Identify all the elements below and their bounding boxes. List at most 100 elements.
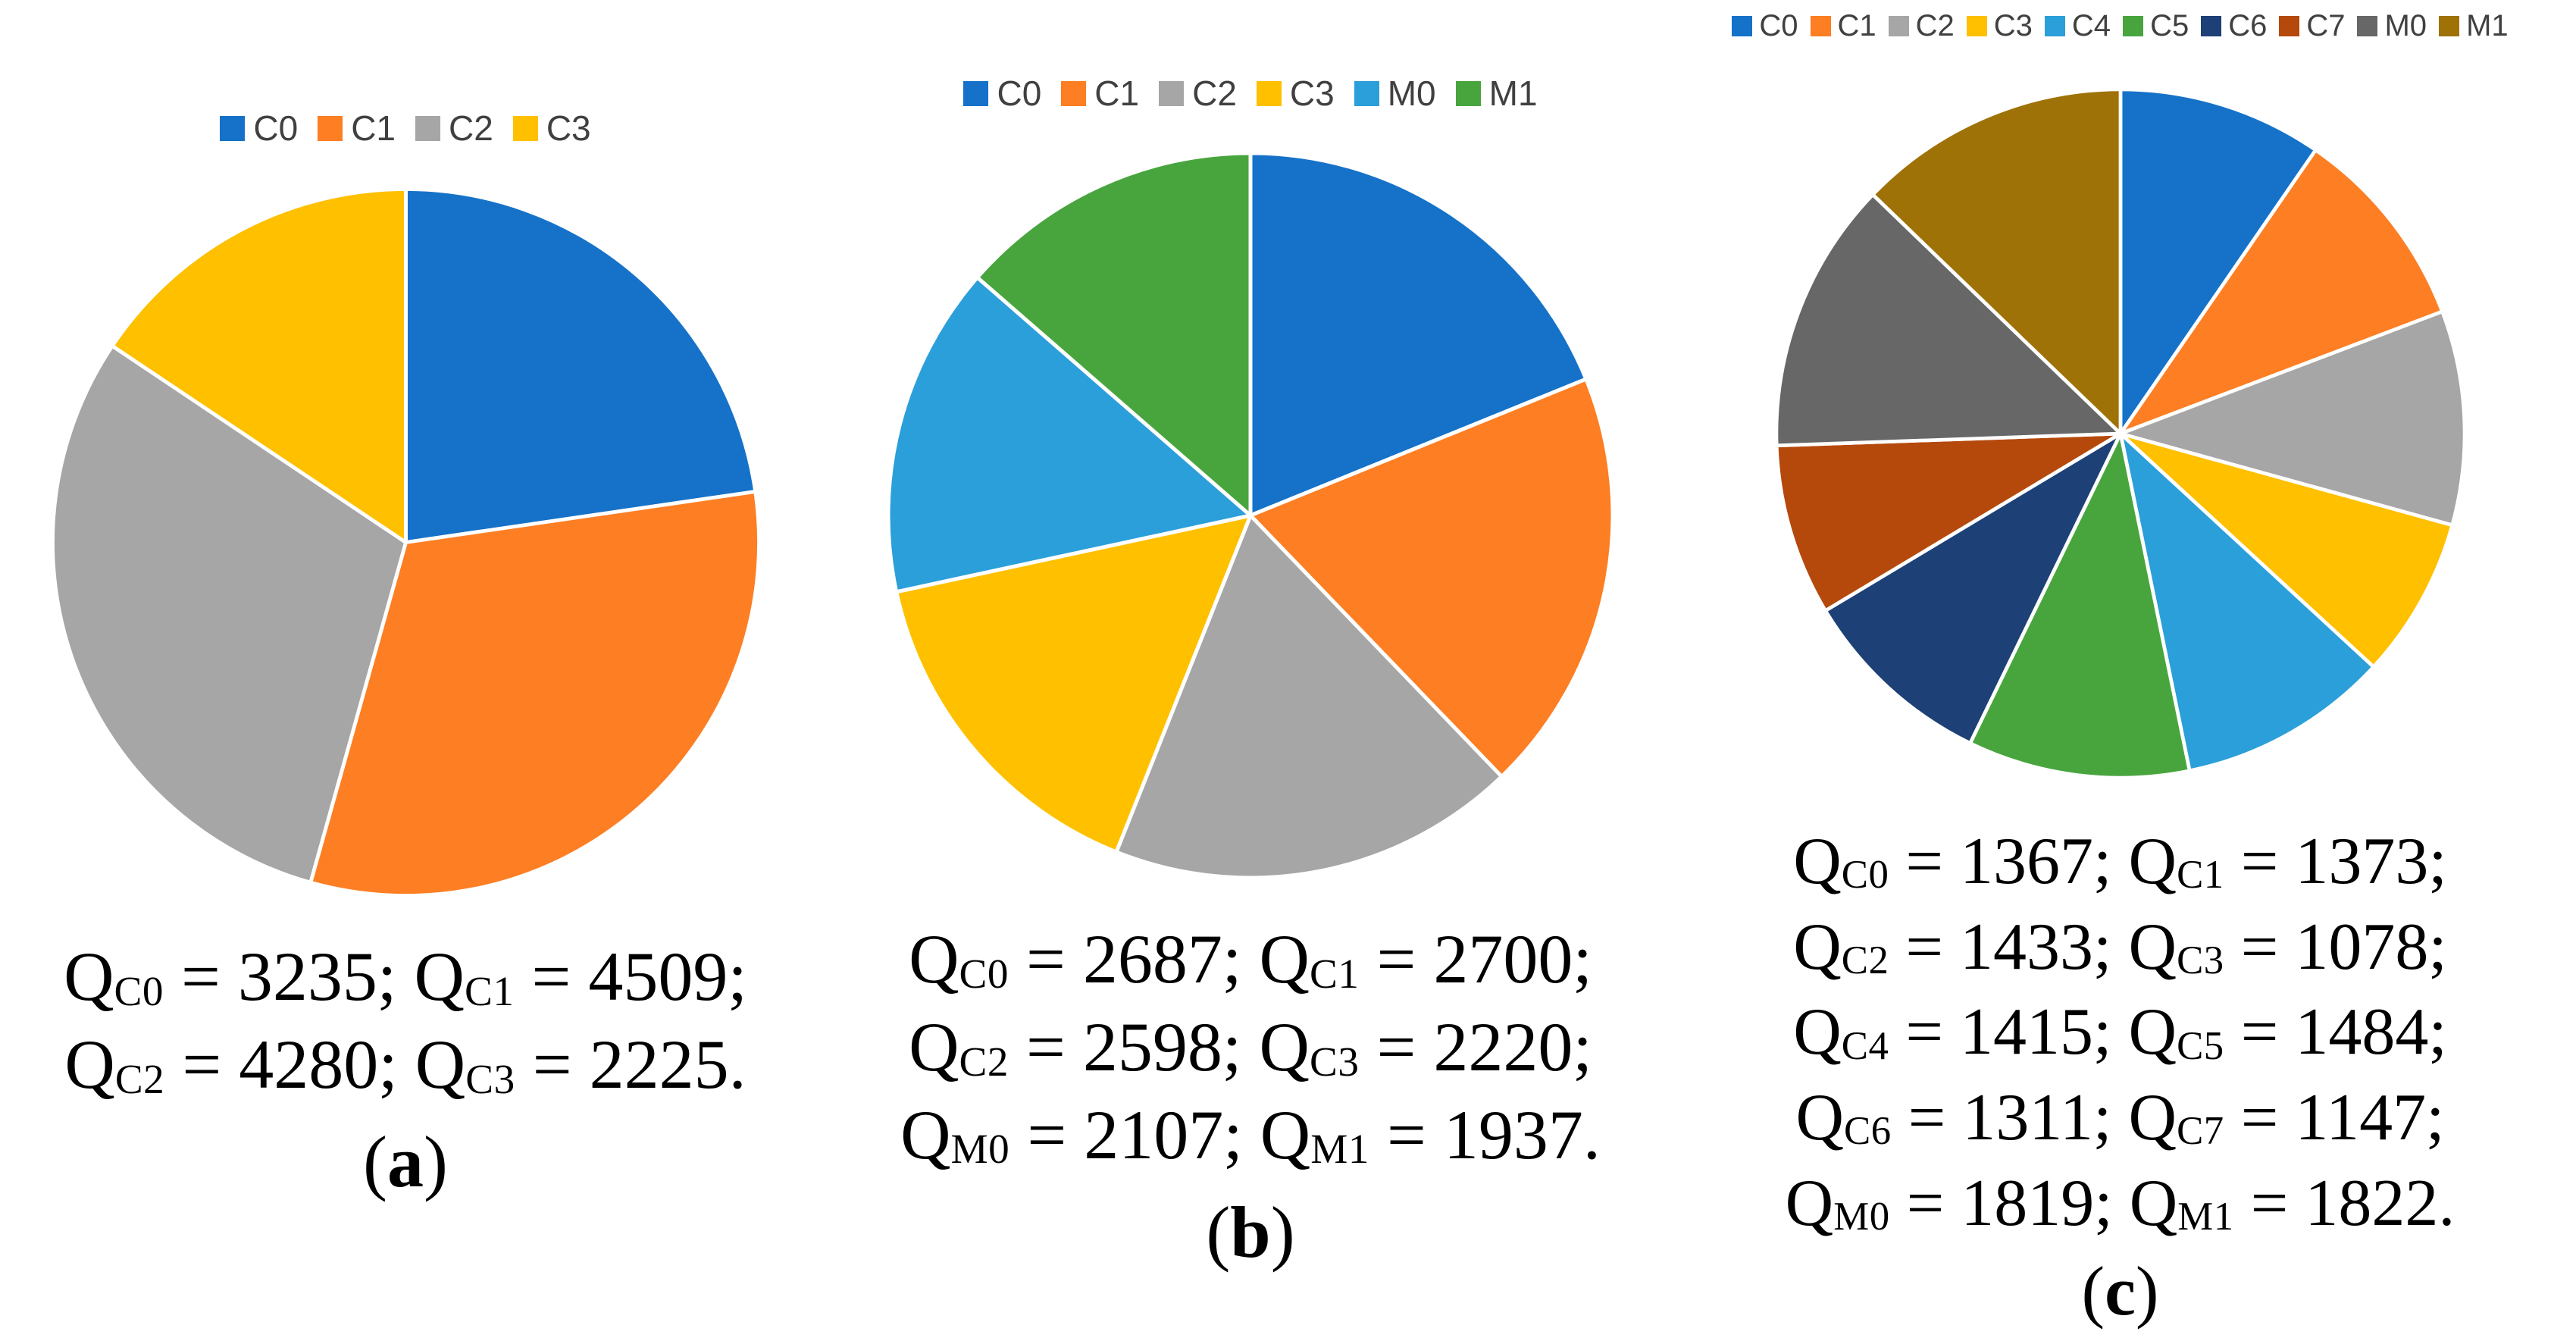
legend-label-a-C3: C3: [546, 108, 591, 148]
eq-value-C1: = 4509;: [514, 938, 747, 1015]
caption-paren-close: ): [1270, 1191, 1295, 1273]
pie-slice-b-C3: [894, 513, 1253, 854]
legend-swatch-icon-c-C6: [2201, 16, 2222, 36]
eq-value-C3: = 2225.: [515, 1025, 747, 1103]
legend-label-c-C7: C7: [2306, 9, 2346, 42]
eq-symbol-Q: Q: [909, 1007, 959, 1086]
eq-subscript-C3: C3: [465, 1055, 515, 1102]
eq-symbol-Q: Q: [1793, 825, 1842, 898]
eq-subscript-C3: C3: [1309, 1038, 1360, 1085]
eq-value-M0: = 1819;: [1889, 1166, 2130, 1240]
equation-line-a: QC0 = 3235; QC1 = 4509;: [64, 933, 747, 1021]
legend-label-c-C4: C4: [2071, 9, 2111, 42]
eq-value-C1: = 1373;: [2224, 825, 2447, 898]
eq-symbol-Q: Q: [1259, 1007, 1310, 1086]
legend-item-c-C5: C5: [2123, 9, 2189, 43]
pie-slice-c-C2: [2118, 309, 2466, 528]
eq-value-C3: = 1078;: [2224, 910, 2447, 984]
legend-item-c-C2: C2: [1888, 9, 1955, 43]
eq-subscript-M0: M0: [1833, 1194, 1890, 1239]
pie-slice-a-C3: [110, 187, 408, 544]
pie-slice-c-C4: [2118, 431, 2375, 773]
legend-item-a-C2: C2: [415, 108, 493, 149]
legend-swatch-icon-a-C3: [512, 115, 538, 141]
caption-paren-open: (: [363, 1120, 387, 1202]
eq-symbol-Q: Q: [2128, 995, 2177, 1070]
chart-a-pie-wrap: [36, 173, 775, 912]
pie-slice-c-C3: [2118, 431, 2454, 669]
eq-subscript-C2: C2: [1841, 938, 1889, 982]
eq-value-C3: = 2220;: [1359, 1007, 1592, 1086]
legend-item-c-C4: C4: [2044, 9, 2111, 43]
legend-item-c-C3: C3: [1966, 9, 2033, 43]
eq-subscript-C4: C4: [1841, 1023, 1889, 1068]
pie-slice-a-C0: [403, 187, 757, 544]
eq-subscript-C0: C0: [959, 950, 1009, 997]
eq-symbol-Q: Q: [1793, 910, 1842, 984]
eq-value-C5: = 1484;: [2224, 995, 2447, 1070]
eq-symbol-Q: Q: [1793, 995, 1842, 1070]
eq-symbol-Q: Q: [2128, 910, 2177, 984]
eq-value-C0: = 1367;: [1889, 825, 2129, 898]
eq-subscript-C0: C0: [1841, 853, 1889, 898]
pie-slice-c-C6: [1823, 431, 2122, 745]
equation-line-c: QC4 = 1415; QC5 = 1484;: [1786, 990, 2455, 1076]
legend-item-b-C1: C1: [1061, 73, 1139, 114]
legend-label-c-C2: C2: [1915, 9, 1955, 42]
eq-value-C4: = 1415;: [1889, 995, 2129, 1070]
legend-swatch-icon-c-M1: [2439, 16, 2460, 36]
eq-value-M1: = 1937.: [1369, 1095, 1601, 1173]
legend-swatch-icon-c-C5: [2123, 16, 2144, 36]
eq-value-M1: = 1822.: [2233, 1166, 2455, 1240]
eq-symbol-Q: Q: [414, 938, 465, 1015]
legend-label-b-C2: C2: [1192, 74, 1237, 113]
legend-swatch-icon-b-C3: [1256, 80, 1282, 106]
chart-c-equations: QC0 = 1367; QC1 = 1373; QC2 = 1433; QC3 =…: [1786, 819, 2455, 1246]
caption-letter-c: c: [2105, 1252, 2136, 1330]
chart-a-equations: QC0 = 3235; QC1 = 4509; QC2 = 4280; QC3 =…: [64, 933, 747, 1109]
eq-value-C1: = 2700;: [1359, 920, 1592, 998]
eq-value-M0: = 2107;: [1009, 1095, 1260, 1173]
equation-line-c: QC2 = 1433; QC3 = 1078;: [1786, 905, 2455, 991]
equation-line-c: QM0 = 1819; QM1 = 1822.: [1786, 1161, 2455, 1247]
equation-line-a: QC2 = 4280; QC3 = 2225.: [64, 1021, 747, 1109]
legend-label-c-C0: C0: [1759, 9, 1798, 42]
eq-symbol-Q: Q: [64, 938, 114, 1015]
eq-symbol-Q: Q: [2128, 1080, 2177, 1154]
legend-item-a-C3: C3: [512, 108, 591, 149]
eq-value-C0: = 3235;: [164, 938, 415, 1015]
pie-slice-a-C2: [50, 343, 408, 885]
eq-subscript-C1: C1: [2177, 853, 2224, 898]
chart-b-pie-wrap: [872, 136, 1629, 894]
eq-symbol-Q: Q: [2128, 825, 2177, 898]
legend-item-b-M1: M1: [1455, 73, 1538, 114]
legend-item-c-M0: M0: [2357, 9, 2427, 43]
pie-slice-b-M0: [886, 275, 1253, 594]
legend-item-c-C7: C7: [2279, 9, 2345, 43]
pie-slice-b-M1: [975, 151, 1253, 518]
legend-swatch-icon-c-C4: [2044, 16, 2065, 36]
caption-letter-b: b: [1230, 1191, 1271, 1273]
legend-label-a-C1: C1: [351, 108, 396, 148]
legend-label-b-C3: C3: [1289, 74, 1335, 113]
eq-subscript-C2: C2: [114, 1055, 165, 1102]
caption-paren-open: (: [2081, 1252, 2105, 1330]
legend-label-c-C3: C3: [1993, 9, 2033, 42]
chart-c-caption: (c): [2081, 1251, 2158, 1331]
legend-item-b-C3: C3: [1256, 73, 1335, 114]
chart-b-legend: C0 C1 C2 C3 M0 M1: [953, 73, 1547, 114]
pie-slice-c-M1: [1870, 87, 2122, 436]
eq-subscript-C2: C2: [959, 1038, 1009, 1085]
legend-swatch-icon-b-C0: [963, 80, 989, 106]
eq-subscript-C5: C5: [2177, 1023, 2224, 1068]
chart-b-pie: [886, 151, 1615, 880]
chart-a-pie: [50, 187, 761, 898]
legend-swatch-icon-b-C2: [1159, 80, 1185, 106]
legend-item-b-C2: C2: [1159, 73, 1237, 114]
eq-symbol-Q: Q: [1260, 1095, 1311, 1173]
equation-line-b: QC0 = 2687; QC1 = 2700;: [900, 916, 1601, 1004]
legend-item-a-C0: C0: [220, 108, 298, 149]
legend-swatch-icon-c-C3: [1966, 16, 1987, 36]
caption-paren-close: ): [2135, 1252, 2159, 1330]
legend-swatch-icon-c-C0: [1732, 16, 1753, 36]
